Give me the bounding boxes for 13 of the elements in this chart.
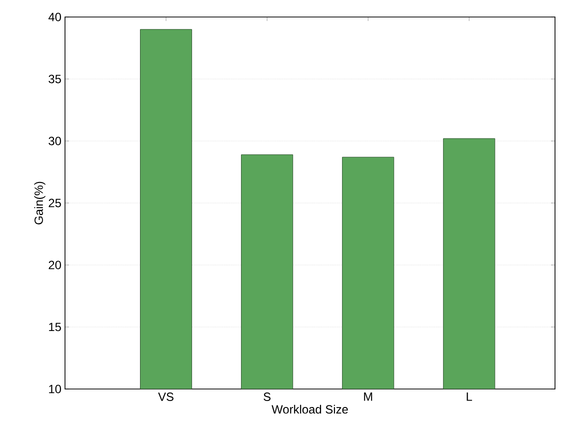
- y-tick-label: 15: [49, 322, 61, 332]
- y-tick-label: 10: [49, 384, 62, 394]
- y-tick-label: 20: [48, 260, 62, 270]
- x-tick-label: L: [466, 392, 472, 401]
- x-axis-title: Workload Size: [272, 404, 348, 414]
- x-tick-label: VS: [158, 392, 174, 401]
- y-tick-label: 25: [48, 198, 61, 208]
- y-tick-label: 40: [48, 12, 62, 22]
- x-tick-label: S: [264, 392, 270, 401]
- x-tick-label: M: [364, 392, 372, 401]
- y-tick-label: 30: [48, 136, 62, 146]
- y-tick-label: 35: [48, 74, 61, 84]
- y-axis-title: Gain(%): [34, 182, 46, 224]
